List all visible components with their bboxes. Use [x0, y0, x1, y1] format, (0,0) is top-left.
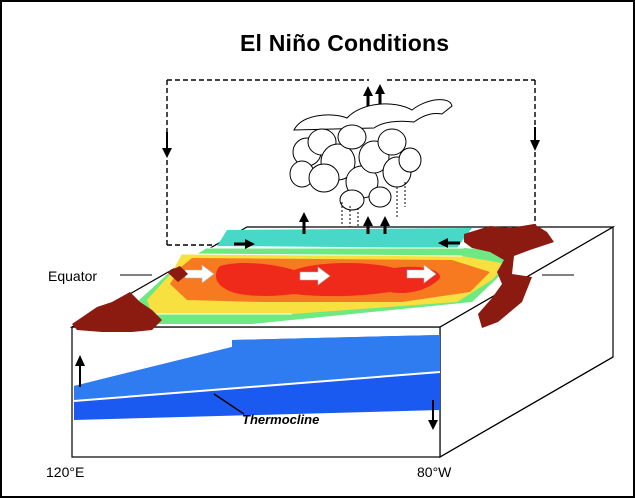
downdraft-arrow-east	[530, 127, 540, 151]
surface-updraft-arrows	[299, 212, 390, 234]
east-longitude-label: 80°W	[417, 464, 452, 480]
thermocline-pointer	[213, 393, 245, 415]
thermocline-line	[73, 371, 441, 402]
sst-band-cold	[217, 228, 472, 248]
landmass-east	[464, 224, 554, 328]
downdraft-arrow-west	[162, 132, 172, 158]
walker-circulation	[166, 79, 536, 246]
upwelling-arrow-west	[75, 355, 85, 387]
convection-cloud	[289, 99, 453, 211]
downwelling-arrow-east	[428, 400, 438, 430]
thermocline-label: Thermocline	[242, 412, 320, 427]
diagram-title: El Niño Conditions	[240, 30, 450, 56]
surface-current-arrows	[184, 264, 437, 286]
sst-warm-core	[215, 263, 441, 297]
landmass-west	[72, 292, 162, 332]
mixed-layer	[74, 335, 440, 400]
equator-label: Equator	[48, 268, 98, 284]
surface-wind-arrow-east	[438, 238, 460, 248]
west-longitude-label: 120°E	[46, 464, 85, 480]
sst-contours	[152, 247, 464, 315]
landmass-west-islands	[167, 266, 188, 282]
surface-wind-arrow-west	[234, 239, 255, 249]
rain-streaks	[341, 182, 406, 228]
block-edge-diagonal	[439, 356, 614, 458]
